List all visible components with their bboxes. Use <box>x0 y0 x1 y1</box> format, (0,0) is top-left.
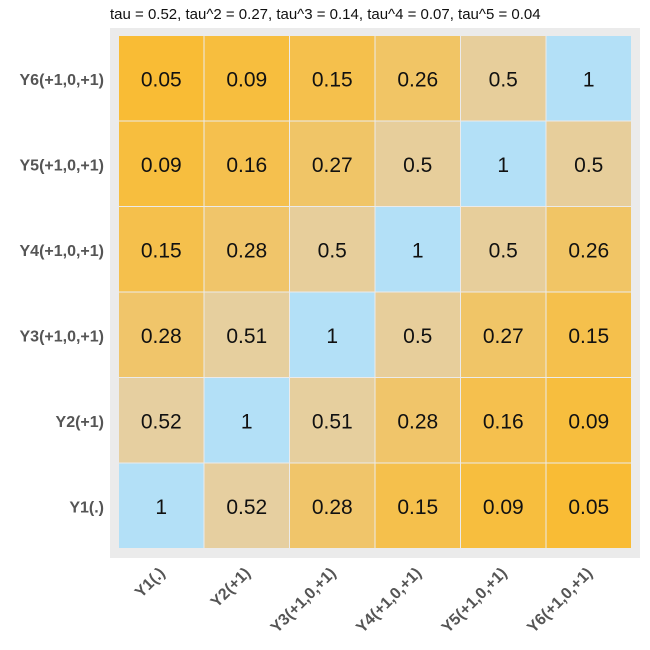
heatmap-cell-value: 0.09 <box>483 496 524 519</box>
heatmap-cell <box>204 36 289 121</box>
heatmap-cell-value: 0.16 <box>483 410 524 433</box>
heatmap-cell-value: 0.27 <box>312 154 353 177</box>
heatmap-cell <box>119 378 204 463</box>
heatmap-cell <box>290 121 375 206</box>
heatmap-cell-value: 0.15 <box>312 68 353 91</box>
heatmap-cell <box>204 378 289 463</box>
y-axis-tick-labels: Y6(+1,0,+1) Y5(+1,0,+1) Y4(+1,0,+1) Y3(+1,0… <box>20 72 105 517</box>
heatmap-cell <box>546 207 631 292</box>
heatmap-cell-value: 0.5 <box>403 154 432 177</box>
y-axis-tick-label: Y4(+1,0,+1) <box>20 243 105 260</box>
heatmap-cell-value: 0.09 <box>226 68 267 91</box>
heatmap-cell-value: 0.52 <box>141 410 182 433</box>
heatmap-cell <box>290 378 375 463</box>
heatmap-cell-value: 0.51 <box>312 410 353 433</box>
chart-title: tau = 0.52, tau^2 = 0.27, tau^3 = 0.14, … <box>110 6 541 23</box>
heatmap-cell-value: 0.15 <box>568 325 609 348</box>
heatmap-cell <box>204 207 289 292</box>
heatmap-cell-value: 0.26 <box>568 239 609 262</box>
heatmap-cell <box>461 292 546 377</box>
heatmap-cell <box>290 463 375 548</box>
heatmap-cell <box>546 463 631 548</box>
heatmap-cell-value: 0.52 <box>226 496 267 519</box>
heatmap-cell-value: 1 <box>155 496 167 519</box>
heatmap-cell-value: 0.27 <box>483 325 524 348</box>
heatmap-cell <box>461 121 546 206</box>
heatmap-cell <box>119 207 204 292</box>
heatmap-cell-value: 0.09 <box>568 410 609 433</box>
heatmap-cell <box>375 463 460 548</box>
y-axis-tick-label: Y6(+1,0,+1) <box>20 72 105 89</box>
x-axis-tick-label: Y2(+1) <box>208 565 254 611</box>
y-axis-tick-label: Y2(+1) <box>56 414 104 431</box>
x-axis-tick-labels: Y1(.) Y2(+1) Y3(+1,0,+1) Y4(+1,0,+1) Y5(+1,0… <box>132 565 596 637</box>
heatmap-cell <box>375 378 460 463</box>
heatmap-cell <box>546 378 631 463</box>
heatmap-cell <box>461 378 546 463</box>
x-axis-tick-label: Y3(+1,0,+1) <box>268 565 340 637</box>
heatmap-cell-value: 0.5 <box>574 154 603 177</box>
heatmap-cell <box>546 292 631 377</box>
heatmap-cell <box>546 121 631 206</box>
heatmap-cell-value: 1 <box>412 239 424 262</box>
heatmap-cell-value: 0.5 <box>403 325 432 348</box>
heatmap-cell-value: 0.05 <box>141 68 182 91</box>
heatmap-cell-value: 0.51 <box>226 325 267 348</box>
x-axis-tick-label: Y1(.) <box>132 565 169 602</box>
heatmap-cell-value: 1 <box>326 325 338 348</box>
heatmap-cell <box>290 207 375 292</box>
heatmap-cell <box>375 292 460 377</box>
x-axis-tick-label: Y5(+1,0,+1) <box>439 565 511 637</box>
y-axis-tick-label: Y5(+1,0,+1) <box>20 157 105 174</box>
heatmap-cell <box>290 36 375 121</box>
heatmap-cell-value: 0.28 <box>226 239 267 262</box>
heatmap-cell <box>461 36 546 121</box>
heatmap-cell-value: 1 <box>497 154 509 177</box>
heatmap-cell <box>290 292 375 377</box>
heatmap-cell-value: 0.5 <box>489 68 518 91</box>
heatmap-cell <box>204 292 289 377</box>
y-axis-tick-label: Y3(+1,0,+1) <box>20 328 105 345</box>
heatmap-cell <box>375 207 460 292</box>
heatmap-cell <box>375 36 460 121</box>
heatmap-cell <box>119 292 204 377</box>
heatmap-cell <box>204 463 289 548</box>
heatmap-cell <box>546 36 631 121</box>
x-axis-tick-label: Y6(+1,0,+1) <box>524 565 596 637</box>
heatmap-cell-value: 1 <box>583 68 595 91</box>
heatmap-cell <box>375 121 460 206</box>
heatmap-cell-value: 1 <box>241 410 253 433</box>
heatmap-cell-value: 0.28 <box>312 496 353 519</box>
heatmap-cell-value: 0.05 <box>568 496 609 519</box>
heatmap-cell <box>119 463 204 548</box>
y-axis-tick-label: Y1(.) <box>69 499 104 516</box>
heatmap-cell-value: 0.28 <box>397 410 438 433</box>
heatmap-cells: 0.05 0.09 0.15 0.26 0.5 10.09 0.16 0.27 0.5 1 0.50… <box>119 36 631 548</box>
x-axis-tick-label: Y4(+1,0,+1) <box>353 565 425 637</box>
heatmap-cell-value: 0.16 <box>226 154 267 177</box>
heatmap-cell-value: 0.15 <box>397 496 438 519</box>
heatmap-cell <box>461 207 546 292</box>
heatmap-cell <box>461 463 546 548</box>
heatmap-cell-value: 0.26 <box>397 68 438 91</box>
heatmap-cell-value: 0.28 <box>141 325 182 348</box>
heatmap-cell-value: 0.15 <box>141 239 182 262</box>
heatmap-cell <box>204 121 289 206</box>
heatmap-cell <box>119 121 204 206</box>
heatmap-cell-value: 0.09 <box>141 154 182 177</box>
heatmap-cell-value: 0.5 <box>318 239 347 262</box>
heatmap-cell <box>119 36 204 121</box>
heatmap-cell-value: 0.5 <box>489 239 518 262</box>
